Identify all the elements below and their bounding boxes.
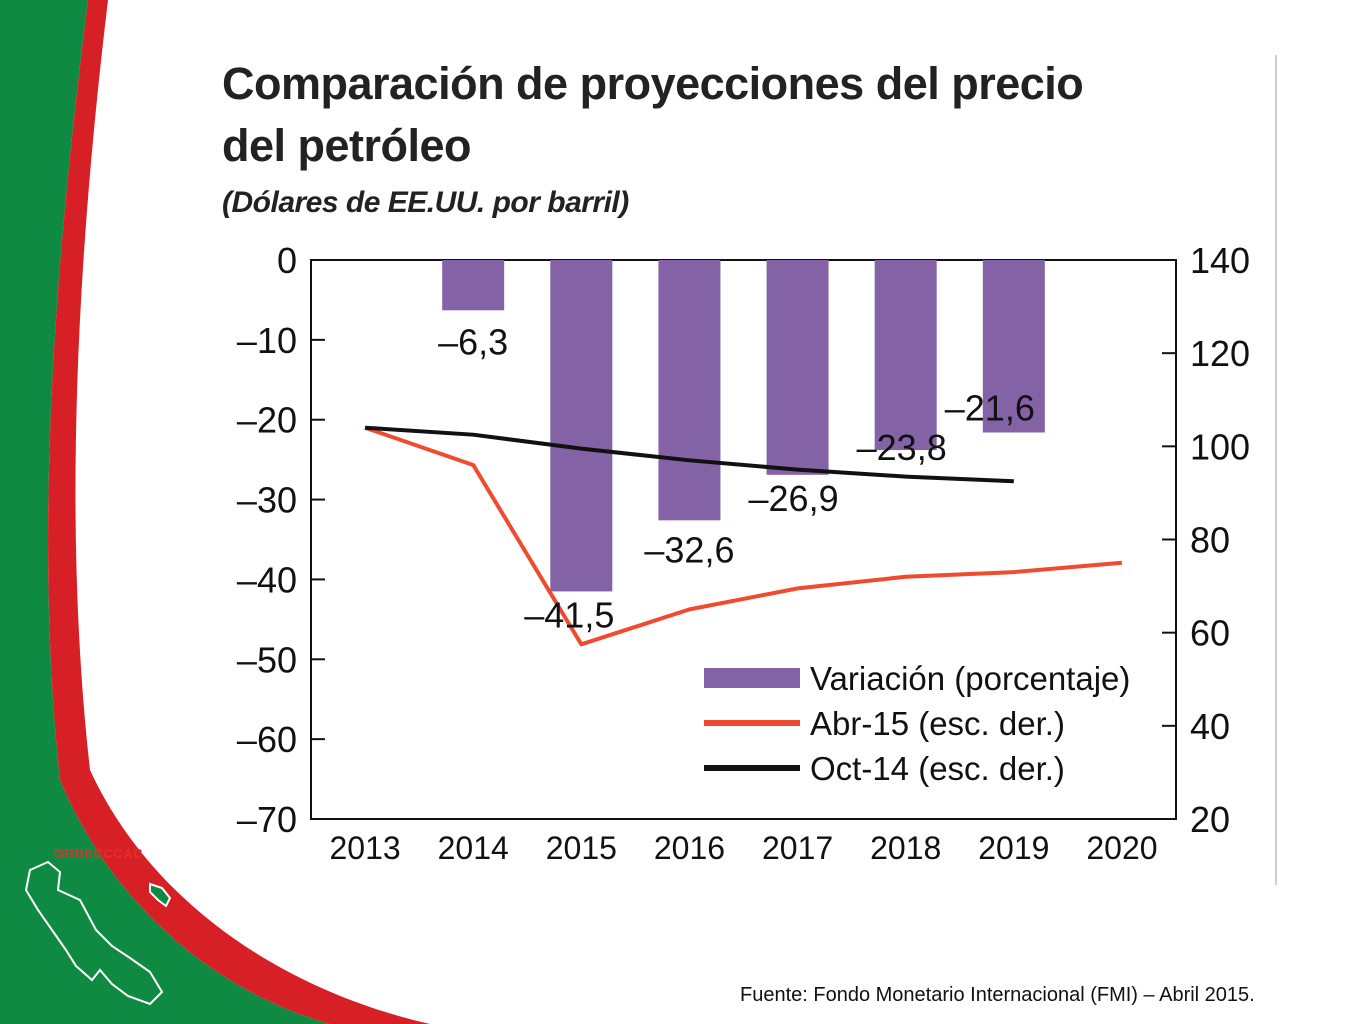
- x-tick-label-2016: 2016: [654, 830, 725, 866]
- right-tick-label: 100: [1190, 426, 1250, 467]
- chart-subtitle: (Dólares de EE.UU. por barril): [222, 186, 629, 219]
- x-tick-label-2014: 2014: [438, 830, 509, 866]
- right-tick-label: 120: [1190, 333, 1250, 374]
- x-tick-label-2013: 2013: [329, 830, 400, 866]
- bar-label-2018: –23,8: [857, 427, 947, 468]
- left-tick-label: –10: [237, 320, 297, 361]
- left-tick-label: –30: [237, 480, 297, 521]
- source-note: Fuente: Fondo Monetario Internacional (F…: [740, 984, 1255, 1006]
- left-tick-label: –70: [237, 799, 297, 840]
- bar-2019: [982, 260, 1045, 433]
- left-tick-label: –20: [237, 400, 297, 441]
- right-tick-label: 20: [1190, 799, 1230, 840]
- bar-2016: [658, 260, 721, 521]
- right-tick-label: 40: [1190, 706, 1230, 747]
- right-tick-label: 140: [1190, 240, 1250, 281]
- bar-2018: [874, 260, 937, 451]
- line-series-oct-14: [364, 425, 1014, 484]
- x-tick-label-2017: 2017: [762, 830, 833, 866]
- left-tick-label: –60: [237, 719, 297, 760]
- chart-title-line-2: del petróleo: [222, 120, 472, 171]
- line-series-abr-15: [364, 425, 1123, 647]
- x-tick-label-2018: 2018: [870, 830, 941, 866]
- legend-label-0: Variación (porcentaje): [810, 660, 1130, 697]
- bar-label-2016: –32,6: [644, 529, 734, 570]
- organization-logo-text: ORDECCCAC: [54, 846, 143, 861]
- right-tick-label: 80: [1190, 520, 1230, 561]
- bar-2015: [550, 260, 613, 592]
- bar-2017: [766, 260, 829, 475]
- left-tick-label: 0: [277, 240, 297, 281]
- green-band: [0, 0, 330, 1024]
- x-tick-label-2015: 2015: [546, 830, 617, 866]
- bar-label-2014: –6,3: [438, 321, 508, 362]
- bar-label-2019: –21,6: [945, 387, 1035, 428]
- legend-label-2: Oct-14 (esc. der.): [810, 750, 1065, 787]
- right-tick-label: 60: [1190, 613, 1230, 654]
- central-america-map-icon: [24, 860, 172, 1006]
- bar-label-2015: –41,5: [524, 594, 614, 635]
- chart-title-line-1: Comparación de proyecciones del precio: [222, 58, 1084, 109]
- left-tick-label: –50: [237, 639, 297, 680]
- red-band: [48, 0, 430, 1024]
- x-tick-label-2019: 2019: [978, 830, 1049, 866]
- left-tick-label: –40: [237, 559, 297, 600]
- legend-label-1: Abr-15 (esc. der.): [810, 705, 1065, 742]
- bar-2014: [442, 260, 505, 311]
- legend-swatch-variacion: [704, 668, 800, 688]
- bar-label-2017: –26,9: [749, 478, 839, 519]
- x-tick-label-2020: 2020: [1086, 830, 1157, 866]
